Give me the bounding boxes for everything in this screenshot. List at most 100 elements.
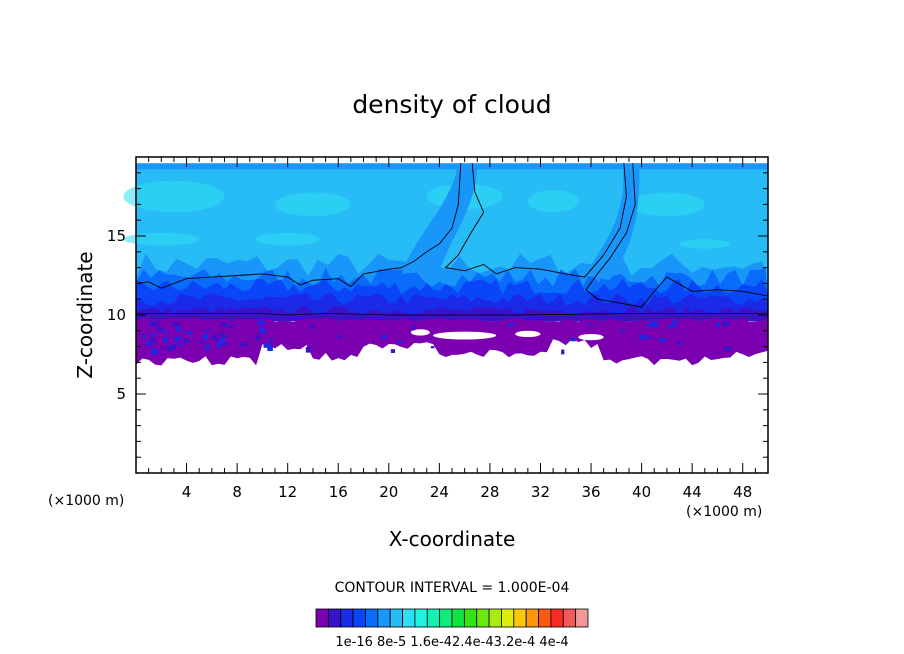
colorbar-swatch bbox=[352, 608, 366, 628]
x-axis: 4 8 12 16 20 24 28 32 36 40 44 48 bbox=[148, 157, 756, 501]
density-field bbox=[123, 163, 768, 366]
colorbar-swatch bbox=[439, 608, 453, 628]
y-tick-label: 5 bbox=[116, 385, 126, 403]
x-tick-label: 12 bbox=[278, 483, 297, 501]
field-speckle bbox=[176, 327, 182, 332]
field-speckle bbox=[142, 334, 146, 339]
field-plume bbox=[401, 163, 478, 274]
field-speckle bbox=[166, 345, 174, 352]
field-top-band bbox=[136, 163, 768, 170]
field-speckle bbox=[203, 333, 209, 340]
y-tick-label: 15 bbox=[107, 227, 126, 245]
x-tick-label: 4 bbox=[182, 483, 192, 501]
field-speckle bbox=[172, 322, 180, 327]
colorbar-swatch bbox=[414, 608, 428, 628]
field-speckle bbox=[619, 329, 626, 333]
field-speckle bbox=[255, 335, 261, 341]
field-speckle bbox=[662, 339, 667, 342]
field-hole bbox=[578, 333, 604, 341]
field-speckle bbox=[240, 342, 249, 347]
field-speckle bbox=[212, 334, 218, 340]
field-speckle bbox=[650, 322, 658, 328]
colorbar-swatch bbox=[402, 608, 416, 628]
x-tick-label: 44 bbox=[683, 483, 702, 501]
field-speckle bbox=[174, 336, 181, 342]
field-speckle bbox=[178, 342, 183, 346]
x-tick-label: 32 bbox=[531, 483, 550, 501]
field-light-pocket bbox=[527, 190, 579, 213]
x-tick-label: 16 bbox=[329, 483, 348, 501]
field-speckle bbox=[430, 346, 435, 349]
contour-interval-label: CONTOUR INTERVAL = 1.000E-04 bbox=[335, 580, 570, 596]
field-speckle bbox=[390, 349, 395, 353]
x-axis-title: X-coordinate bbox=[389, 527, 516, 551]
colorbar-swatch bbox=[525, 608, 539, 628]
field-speckle bbox=[221, 342, 229, 346]
field-speckle bbox=[650, 321, 658, 324]
colorbar-swatch bbox=[488, 608, 502, 628]
x-unit-left: (×1000 m) bbox=[48, 493, 124, 509]
colorbar-swatch bbox=[340, 608, 354, 628]
field-speckle bbox=[412, 324, 416, 331]
field-lower-layer bbox=[136, 317, 768, 366]
colorbar-labels: 1e-16 8e-5 1.6e-42.4e-43.2e-4 4e-4 bbox=[335, 635, 568, 650]
field-speckle bbox=[183, 338, 190, 344]
x-unit-right: (×1000 m) bbox=[686, 504, 762, 520]
x-tick-label: 48 bbox=[733, 483, 752, 501]
field-speckle bbox=[561, 349, 565, 355]
field-speckle bbox=[151, 332, 155, 338]
colorbar-swatch bbox=[538, 608, 552, 628]
colorbar-swatch bbox=[451, 608, 465, 628]
field-speckle bbox=[147, 343, 152, 348]
field-speckle bbox=[668, 324, 676, 329]
field-speckle bbox=[257, 320, 265, 325]
field-speckle bbox=[672, 320, 678, 325]
field-speckle bbox=[397, 340, 403, 344]
field-speckle bbox=[570, 338, 576, 342]
field-speckle bbox=[150, 320, 159, 327]
field-speckle bbox=[219, 337, 225, 343]
field-light-pocket bbox=[256, 232, 320, 246]
field-speckle bbox=[220, 332, 225, 336]
colorbar-swatch bbox=[575, 608, 589, 628]
colorbar-swatch bbox=[327, 608, 342, 628]
field-speckle bbox=[267, 345, 273, 352]
field-speckle bbox=[639, 334, 648, 340]
x-tick-label: 28 bbox=[480, 483, 499, 501]
field-speckle bbox=[259, 327, 266, 334]
field-band bbox=[136, 293, 768, 319]
field-speckle bbox=[263, 343, 270, 348]
field-speckle bbox=[722, 320, 730, 326]
colorbar-swatch bbox=[562, 608, 577, 628]
field-speckle bbox=[205, 344, 210, 350]
field-hole bbox=[433, 331, 497, 340]
contour-line bbox=[135, 163, 462, 289]
colorbar-swatch bbox=[315, 608, 329, 628]
x-tick-label: 36 bbox=[581, 483, 600, 501]
field-speckle bbox=[151, 348, 158, 355]
field-speckle bbox=[221, 322, 228, 328]
field-speckle bbox=[198, 341, 206, 344]
y-axis-title: Z-coordinate bbox=[73, 251, 97, 378]
field-speckle bbox=[149, 337, 156, 344]
field-hole bbox=[410, 329, 430, 336]
field-speckle bbox=[338, 334, 343, 339]
field-speckle bbox=[145, 340, 153, 346]
contour-line bbox=[444, 163, 627, 278]
field-speckle bbox=[724, 346, 732, 352]
x-tick-label: 24 bbox=[430, 483, 449, 501]
field-speckle bbox=[216, 343, 222, 348]
colorbar-swatch bbox=[550, 608, 564, 628]
field-light-pocket bbox=[123, 180, 225, 213]
colorbar-swatch bbox=[501, 608, 515, 628]
field-speckle bbox=[589, 323, 594, 327]
field-speckle bbox=[676, 341, 683, 346]
contour-line bbox=[585, 163, 769, 308]
field-speckle bbox=[645, 324, 652, 327]
colorbar-swatch bbox=[377, 608, 391, 628]
field-speckle bbox=[659, 338, 667, 342]
field-light-pocket bbox=[628, 192, 705, 217]
field-speckle bbox=[164, 337, 169, 343]
field-band bbox=[136, 306, 768, 322]
x-tick-label: 20 bbox=[379, 483, 398, 501]
